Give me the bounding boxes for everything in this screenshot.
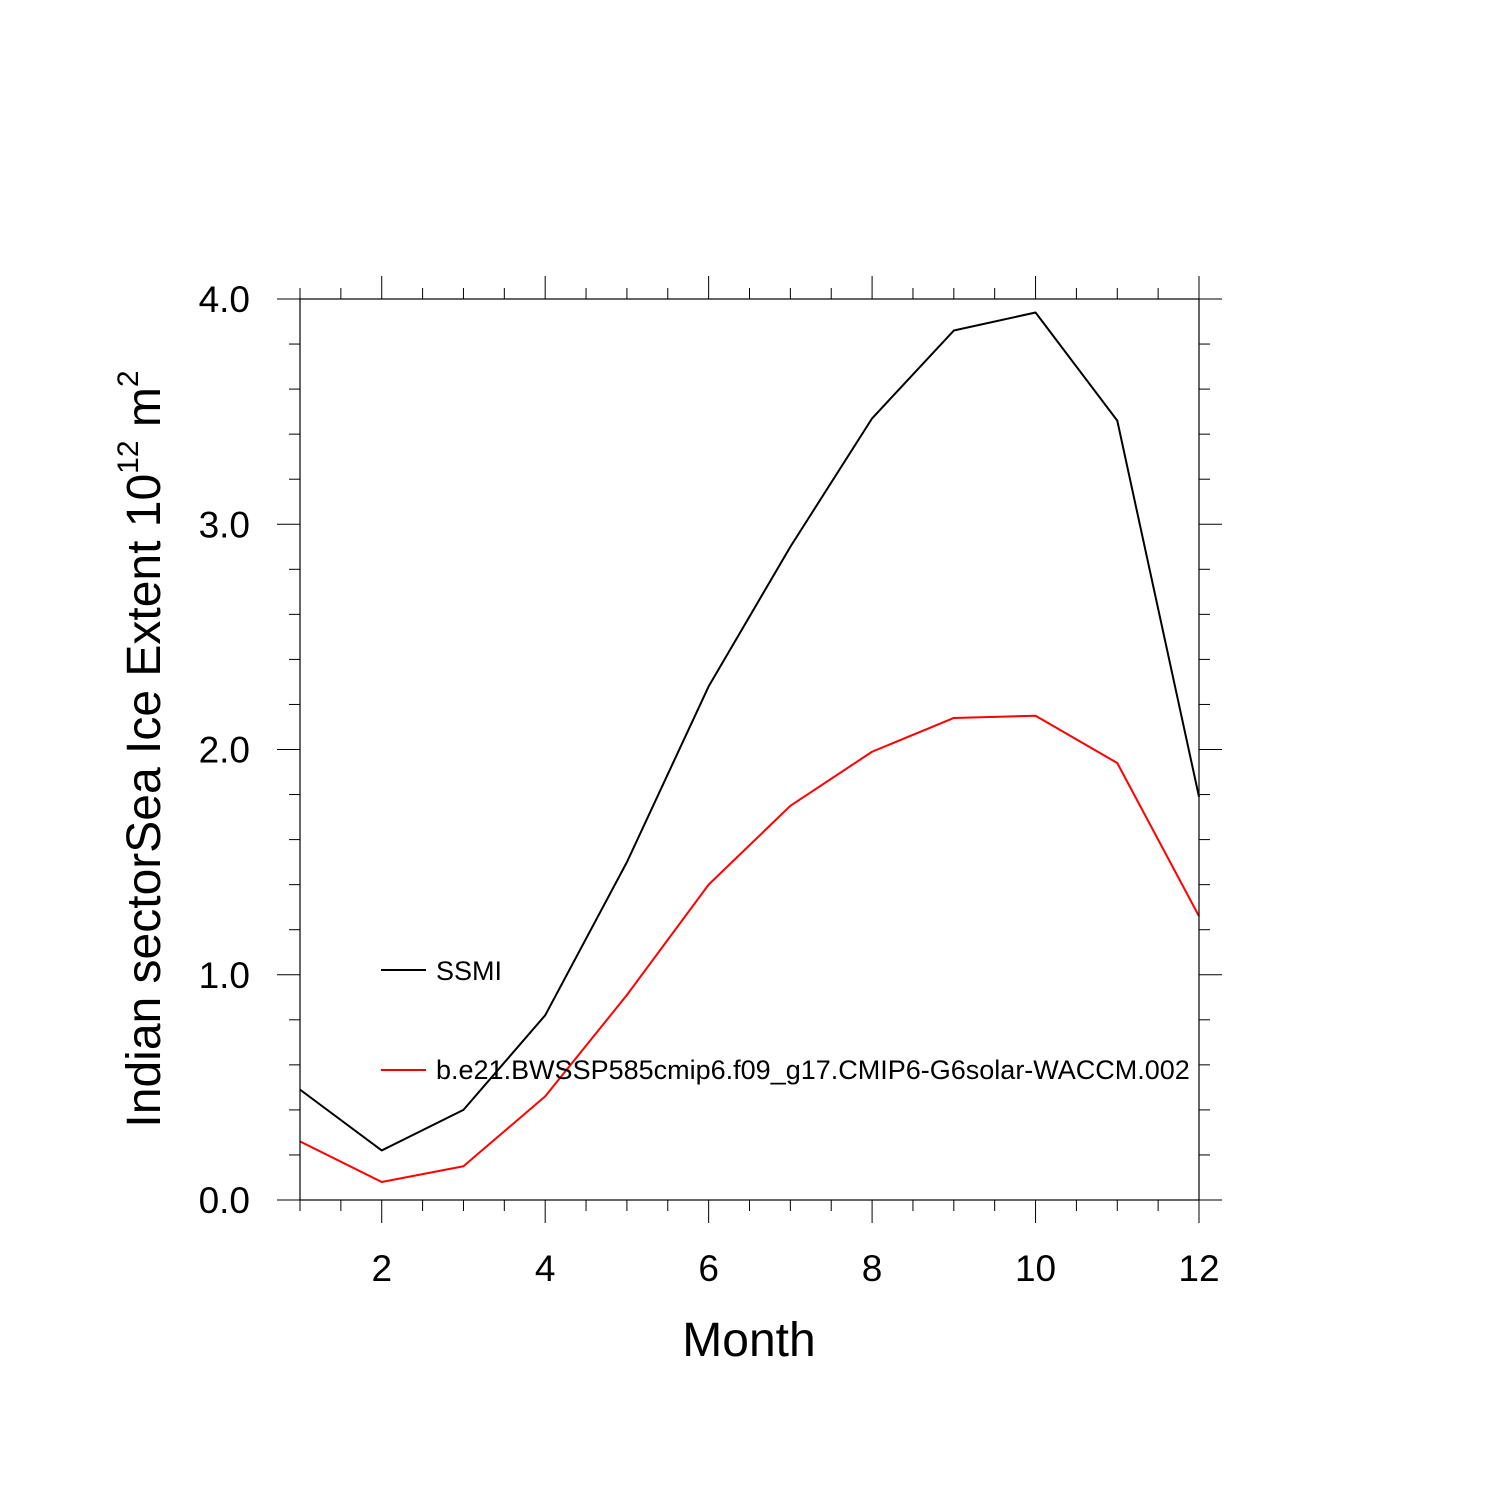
y-tick-label: 1.0 [199,955,250,996]
tick-labels: 2 4 6 8 10 12 0.0 1.0 2.0 3.0 4.0 [199,279,1220,1289]
series-line-model [299,714,1200,1183]
tick-marks [277,276,1222,1223]
plot-frame [299,298,1200,1201]
legend: SSMI b.e21.BWSSP585cmip6.f09_g17.CMIP6-G… [381,956,1190,1085]
x-tick-label: 2 [371,1248,392,1289]
x-axis-title: Month [682,1314,815,1367]
x-tick-label: 4 [535,1248,556,1289]
y-axis-title: Indian sectorSea Ice Extent 1012 m2 [112,370,171,1127]
x-tick-label: 10 [1015,1248,1056,1289]
series-line-ssmi [299,311,1200,1152]
legend-label-model: b.e21.BWSSP585cmip6.f09_g17.CMIP6-G6sola… [436,1055,1190,1085]
y-tick-label: 4.0 [199,279,250,320]
legend-label-ssmi: SSMI [436,956,502,986]
y-tick-label: 2.0 [199,730,250,771]
y-tick-label: 3.0 [199,504,250,545]
y-axis-title-exponent: 12 [112,440,145,473]
x-tick-label: 8 [862,1248,883,1289]
y-axis-title-unit: m [118,387,171,440]
y-axis-title-main: Indian sectorSea Ice Extent 10 [118,474,171,1128]
x-tick-label: 12 [1178,1248,1219,1289]
y-axis-title-unit-exponent: 2 [112,370,145,387]
y-tick-label: 0.0 [199,1180,250,1221]
series-lines [299,311,1200,1183]
x-tick-label: 6 [698,1248,719,1289]
